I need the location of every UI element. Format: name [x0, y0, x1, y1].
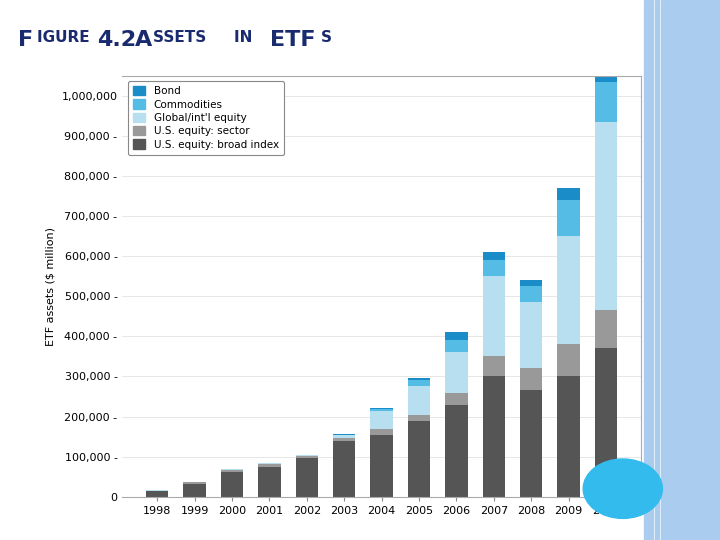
Bar — [520, 390, 542, 497]
Bar — [557, 236, 580, 345]
Bar — [520, 286, 542, 302]
Bar — [482, 260, 505, 276]
Bar — [333, 438, 356, 441]
Bar — [184, 483, 206, 497]
Bar — [520, 280, 542, 286]
Legend: Bond, Commodities, Global/int'l equity, U.S. equity: sector, U.S. equity: broad : Bond, Commodities, Global/int'l equity, … — [127, 81, 284, 155]
Bar — [221, 472, 243, 497]
Bar — [408, 415, 431, 421]
Bar — [146, 491, 168, 497]
Bar — [557, 200, 580, 236]
Bar — [258, 464, 281, 467]
Bar — [482, 276, 505, 356]
Bar — [296, 456, 318, 458]
Bar — [408, 381, 431, 387]
Text: IN: IN — [234, 30, 258, 45]
Bar — [445, 340, 467, 353]
Text: SSETS: SSETS — [153, 30, 211, 45]
Bar — [333, 441, 356, 497]
Bar — [221, 469, 243, 470]
Bar — [333, 435, 356, 438]
Bar — [408, 387, 431, 415]
Bar — [370, 408, 393, 409]
Text: S: S — [320, 30, 331, 45]
Bar — [482, 376, 505, 497]
Bar — [296, 458, 318, 497]
Bar — [258, 463, 281, 464]
Bar — [370, 409, 393, 410]
Text: F: F — [18, 30, 33, 50]
Bar — [520, 368, 542, 390]
Bar — [595, 348, 617, 497]
Bar — [408, 379, 431, 381]
Bar — [445, 393, 467, 404]
Text: A: A — [135, 30, 153, 50]
Bar — [557, 345, 580, 376]
Bar — [595, 45, 617, 82]
Bar — [520, 302, 542, 368]
Bar — [408, 421, 431, 497]
Bar — [557, 376, 580, 497]
Bar — [258, 467, 281, 497]
Bar — [221, 470, 243, 472]
Text: 4.2: 4.2 — [97, 30, 136, 50]
Bar — [595, 310, 617, 348]
Bar — [184, 482, 206, 483]
Text: ETF: ETF — [270, 30, 315, 50]
Bar — [370, 410, 393, 429]
Bar — [482, 252, 505, 260]
Bar — [445, 404, 467, 497]
Bar — [370, 429, 393, 435]
Bar — [482, 356, 505, 376]
Bar — [595, 82, 617, 122]
Text: IGURE: IGURE — [37, 30, 95, 45]
Bar — [370, 435, 393, 497]
Bar — [296, 455, 318, 456]
Bar — [445, 353, 467, 393]
Bar — [595, 122, 617, 310]
Bar — [445, 332, 467, 340]
Bar — [557, 188, 580, 200]
Y-axis label: ETF assets ($ million): ETF assets ($ million) — [46, 227, 56, 346]
